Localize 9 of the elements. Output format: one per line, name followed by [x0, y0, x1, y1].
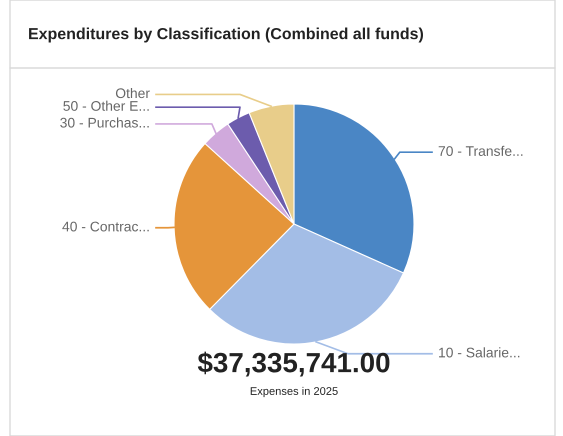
- text: Expenses in 2025: [250, 386, 338, 398]
- slice-label: 40 - Contrac...: [62, 222, 149, 232]
- text: $37,335,741.00: [198, 352, 390, 376]
- slice-label: 50 - Other E...: [63, 100, 149, 111]
- slice-label: 30 - Purchas...: [60, 117, 149, 128]
- slice-label: Other: [116, 88, 150, 98]
- slice-label: 10 - Salarie...: [439, 347, 520, 358]
- chart-title: Expenditures by Classification (Combined all funds): [29, 28, 424, 42]
- slice-label: 70 - Transfe...: [438, 146, 522, 156]
